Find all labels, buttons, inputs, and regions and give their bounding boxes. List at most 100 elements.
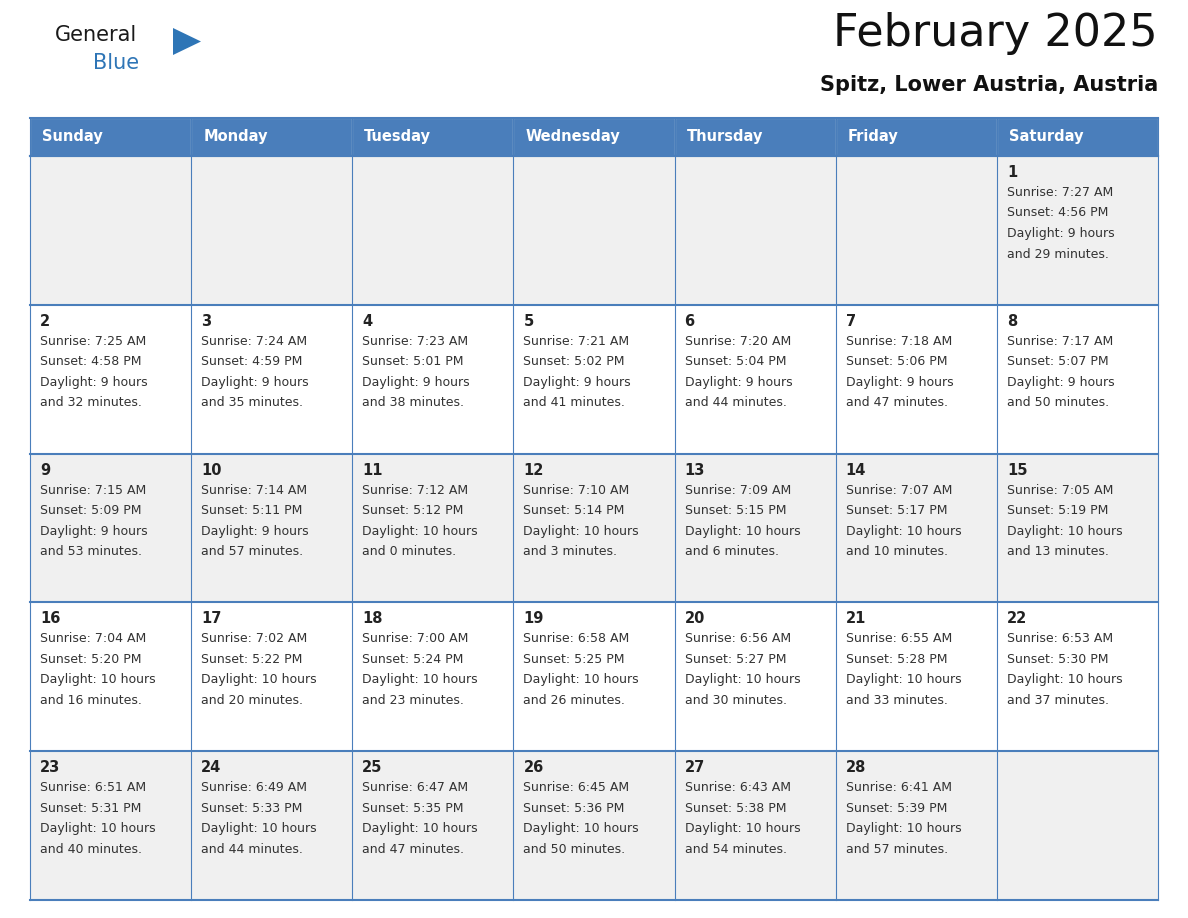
Text: Monday: Monday [203, 129, 267, 144]
Bar [513, 118, 675, 156]
Text: and 40 minutes.: and 40 minutes. [40, 843, 143, 856]
Text: and 20 minutes.: and 20 minutes. [201, 694, 303, 707]
Bar [353, 156, 513, 305]
Bar [675, 305, 835, 453]
Text: and 35 minutes.: and 35 minutes. [201, 397, 303, 409]
Text: and 6 minutes.: and 6 minutes. [684, 545, 778, 558]
Text: Sunset: 5:31 PM: Sunset: 5:31 PM [40, 801, 141, 814]
Text: Sunday: Sunday [42, 129, 102, 144]
Text: Daylight: 10 hours: Daylight: 10 hours [1007, 524, 1123, 538]
Text: Sunrise: 7:07 AM: Sunrise: 7:07 AM [846, 484, 952, 497]
Text: 2: 2 [40, 314, 50, 329]
Text: Sunrise: 6:58 AM: Sunrise: 6:58 AM [524, 633, 630, 645]
Text: Sunset: 5:35 PM: Sunset: 5:35 PM [362, 801, 463, 814]
Text: Sunset: 5:24 PM: Sunset: 5:24 PM [362, 653, 463, 666]
Text: Sunset: 5:07 PM: Sunset: 5:07 PM [1007, 355, 1108, 368]
Text: Daylight: 9 hours: Daylight: 9 hours [524, 375, 631, 389]
Text: Sunset: 5:04 PM: Sunset: 5:04 PM [684, 355, 786, 368]
Text: and 29 minutes.: and 29 minutes. [1007, 248, 1108, 261]
Text: 20: 20 [684, 611, 704, 626]
Bar [675, 453, 835, 602]
Text: Daylight: 9 hours: Daylight: 9 hours [846, 375, 953, 389]
Bar [513, 305, 675, 453]
Text: Sunset: 5:19 PM: Sunset: 5:19 PM [1007, 504, 1108, 517]
Text: Sunset: 5:02 PM: Sunset: 5:02 PM [524, 355, 625, 368]
Text: Sunset: 5:27 PM: Sunset: 5:27 PM [684, 653, 786, 666]
Text: Sunrise: 6:47 AM: Sunrise: 6:47 AM [362, 781, 468, 794]
Bar [835, 156, 997, 305]
Text: and 33 minutes.: and 33 minutes. [846, 694, 948, 707]
Text: 13: 13 [684, 463, 704, 477]
Text: and 38 minutes.: and 38 minutes. [362, 397, 465, 409]
Text: Daylight: 10 hours: Daylight: 10 hours [684, 823, 801, 835]
Text: Daylight: 10 hours: Daylight: 10 hours [524, 524, 639, 538]
Bar [513, 453, 675, 602]
Text: Sunset: 5:28 PM: Sunset: 5:28 PM [846, 653, 947, 666]
Text: Daylight: 10 hours: Daylight: 10 hours [684, 524, 801, 538]
Bar [835, 751, 997, 900]
Text: Sunrise: 7:09 AM: Sunrise: 7:09 AM [684, 484, 791, 497]
Text: Sunrise: 7:21 AM: Sunrise: 7:21 AM [524, 335, 630, 348]
Text: 9: 9 [40, 463, 50, 477]
Text: and 37 minutes.: and 37 minutes. [1007, 694, 1108, 707]
Text: Daylight: 9 hours: Daylight: 9 hours [1007, 227, 1114, 240]
Text: Sunset: 5:30 PM: Sunset: 5:30 PM [1007, 653, 1108, 666]
Text: and 50 minutes.: and 50 minutes. [524, 843, 626, 856]
Text: 11: 11 [362, 463, 383, 477]
Text: 19: 19 [524, 611, 544, 626]
Text: 5: 5 [524, 314, 533, 329]
Text: 28: 28 [846, 760, 866, 775]
Text: Sunset: 5:22 PM: Sunset: 5:22 PM [201, 653, 303, 666]
Text: Sunset: 5:39 PM: Sunset: 5:39 PM [846, 801, 947, 814]
Text: Sunset: 5:33 PM: Sunset: 5:33 PM [201, 801, 303, 814]
Text: 18: 18 [362, 611, 383, 626]
Text: Daylight: 9 hours: Daylight: 9 hours [40, 375, 147, 389]
Text: Wednesday: Wednesday [525, 129, 620, 144]
Bar [513, 751, 675, 900]
Text: and 13 minutes.: and 13 minutes. [1007, 545, 1108, 558]
Text: Sunrise: 6:55 AM: Sunrise: 6:55 AM [846, 633, 952, 645]
Bar [30, 751, 191, 900]
Bar [191, 602, 353, 751]
Text: 16: 16 [40, 611, 61, 626]
Text: Sunset: 5:15 PM: Sunset: 5:15 PM [684, 504, 786, 517]
Bar [353, 305, 513, 453]
Text: Sunrise: 7:12 AM: Sunrise: 7:12 AM [362, 484, 468, 497]
Bar [835, 305, 997, 453]
Text: 3: 3 [201, 314, 211, 329]
Bar [353, 453, 513, 602]
Text: Sunrise: 7:05 AM: Sunrise: 7:05 AM [1007, 484, 1113, 497]
Text: Sunrise: 7:14 AM: Sunrise: 7:14 AM [201, 484, 308, 497]
Bar [675, 751, 835, 900]
Text: Sunset: 5:38 PM: Sunset: 5:38 PM [684, 801, 786, 814]
Text: and 23 minutes.: and 23 minutes. [362, 694, 465, 707]
Text: Sunrise: 7:00 AM: Sunrise: 7:00 AM [362, 633, 468, 645]
Text: Saturday: Saturday [1009, 129, 1083, 144]
Text: Sunrise: 7:20 AM: Sunrise: 7:20 AM [684, 335, 791, 348]
Text: 12: 12 [524, 463, 544, 477]
Text: and 41 minutes.: and 41 minutes. [524, 397, 625, 409]
Text: Daylight: 10 hours: Daylight: 10 hours [201, 823, 317, 835]
Bar [997, 453, 1158, 602]
Polygon shape [173, 28, 201, 55]
Bar [675, 602, 835, 751]
Text: Sunset: 5:09 PM: Sunset: 5:09 PM [40, 504, 141, 517]
Text: and 44 minutes.: and 44 minutes. [201, 843, 303, 856]
Bar [30, 453, 191, 602]
Bar [835, 453, 997, 602]
Text: and 0 minutes.: and 0 minutes. [362, 545, 456, 558]
Text: and 10 minutes.: and 10 minutes. [846, 545, 948, 558]
Text: Sunrise: 7:04 AM: Sunrise: 7:04 AM [40, 633, 146, 645]
Text: Daylight: 10 hours: Daylight: 10 hours [40, 674, 156, 687]
Text: Sunrise: 6:43 AM: Sunrise: 6:43 AM [684, 781, 790, 794]
Bar [191, 751, 353, 900]
Bar [675, 118, 835, 156]
Text: and 3 minutes.: and 3 minutes. [524, 545, 618, 558]
Text: and 30 minutes.: and 30 minutes. [684, 694, 786, 707]
Text: 21: 21 [846, 611, 866, 626]
Text: 4: 4 [362, 314, 372, 329]
Text: Sunset: 5:01 PM: Sunset: 5:01 PM [362, 355, 463, 368]
Bar [675, 156, 835, 305]
Bar [997, 751, 1158, 900]
Text: Daylight: 9 hours: Daylight: 9 hours [201, 375, 309, 389]
